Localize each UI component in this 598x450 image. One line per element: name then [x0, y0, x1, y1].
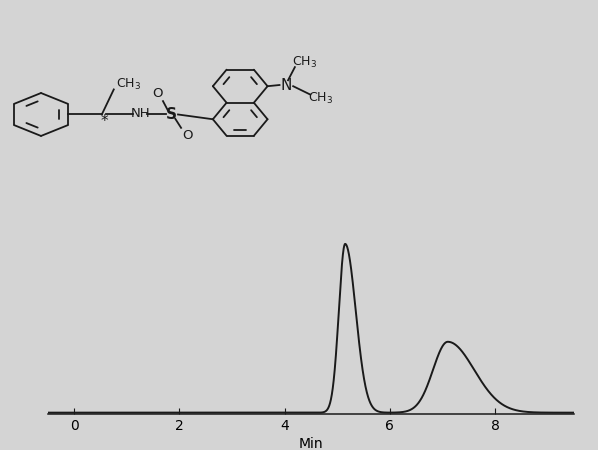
Text: CH$_3$: CH$_3$ — [292, 55, 317, 70]
Text: O: O — [152, 86, 163, 99]
Text: CH$_3$: CH$_3$ — [115, 76, 141, 92]
Text: *: * — [100, 114, 108, 129]
Text: O: O — [182, 130, 193, 143]
X-axis label: Min: Min — [298, 437, 324, 450]
Text: S: S — [166, 107, 178, 122]
Text: CH$_3$: CH$_3$ — [308, 90, 333, 106]
Text: N: N — [280, 77, 292, 93]
Text: NH: NH — [130, 107, 150, 120]
